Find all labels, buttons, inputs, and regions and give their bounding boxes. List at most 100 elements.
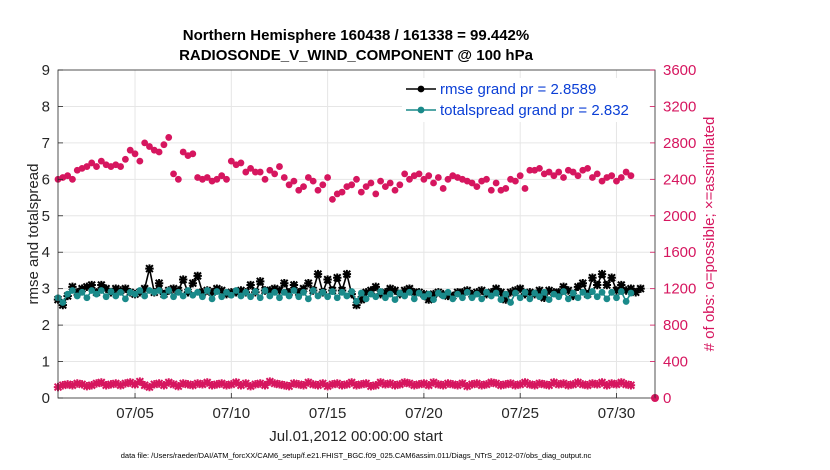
data-point bbox=[617, 378, 626, 387]
data-point bbox=[251, 288, 259, 295]
data-point bbox=[140, 284, 149, 293]
data-point bbox=[386, 179, 394, 187]
data-point bbox=[337, 381, 347, 390]
data-point bbox=[584, 292, 591, 300]
data-point bbox=[275, 286, 284, 295]
data-point bbox=[106, 380, 116, 389]
data-point bbox=[458, 288, 467, 297]
data-point bbox=[63, 380, 72, 389]
data-point bbox=[477, 286, 486, 295]
chart-title: Northern Hemisphere 160438 / 161338 = 99… bbox=[183, 27, 529, 44]
data-point bbox=[478, 295, 486, 303]
data-point bbox=[77, 380, 87, 389]
data-point bbox=[207, 381, 217, 390]
data-point bbox=[381, 288, 390, 297]
data-point bbox=[366, 381, 376, 391]
data-point bbox=[59, 299, 67, 306]
data-point bbox=[593, 293, 601, 301]
data-point bbox=[203, 174, 211, 181]
data-point bbox=[313, 269, 323, 279]
data-point bbox=[353, 298, 360, 305]
data-point bbox=[410, 381, 419, 390]
data-point bbox=[256, 168, 264, 176]
data-point bbox=[376, 378, 385, 387]
y-tick-label: 6 bbox=[42, 171, 50, 188]
data-point bbox=[189, 150, 197, 158]
data-point bbox=[165, 134, 173, 141]
data-point bbox=[170, 293, 177, 301]
series-2 bbox=[54, 134, 635, 203]
data-point bbox=[179, 292, 187, 300]
data-point bbox=[309, 287, 317, 294]
data-point bbox=[483, 288, 490, 296]
data-point bbox=[617, 288, 625, 295]
data-point bbox=[217, 286, 226, 295]
data-point bbox=[270, 379, 279, 388]
data-point bbox=[260, 381, 270, 390]
data-point bbox=[280, 288, 288, 296]
data-point bbox=[154, 279, 164, 288]
data-point bbox=[242, 168, 250, 176]
data-point bbox=[583, 381, 592, 390]
data-point bbox=[64, 172, 72, 180]
data-point bbox=[73, 292, 81, 300]
data-point bbox=[487, 378, 496, 387]
y2-tick-label: 1200 bbox=[663, 281, 696, 298]
data-point bbox=[333, 379, 342, 388]
plot-frame bbox=[57, 69, 656, 399]
data-point bbox=[117, 163, 124, 170]
data-point bbox=[602, 381, 612, 390]
data-point bbox=[131, 290, 139, 298]
data-point bbox=[424, 381, 433, 390]
data-point bbox=[111, 284, 120, 293]
data-point bbox=[391, 296, 399, 303]
data-point bbox=[357, 380, 366, 389]
data-point bbox=[155, 287, 163, 294]
data-point bbox=[188, 279, 198, 288]
data-point bbox=[502, 290, 510, 298]
data-point bbox=[290, 287, 298, 294]
data-point bbox=[280, 174, 288, 181]
data-point bbox=[170, 170, 177, 178]
series-3 bbox=[53, 377, 636, 392]
data-point bbox=[511, 177, 519, 185]
data-point bbox=[612, 380, 621, 389]
data-point bbox=[102, 293, 110, 301]
data-point bbox=[300, 288, 307, 296]
data-point bbox=[357, 295, 366, 304]
data-point bbox=[280, 279, 289, 288]
x-tick-label: 07/20 bbox=[405, 405, 443, 422]
data-point bbox=[68, 282, 77, 292]
data-point bbox=[357, 188, 365, 196]
data-point bbox=[199, 293, 206, 301]
y2-tick-label: 2800 bbox=[663, 135, 696, 152]
data-point bbox=[212, 380, 222, 389]
data-point bbox=[430, 179, 437, 187]
data-point bbox=[88, 159, 96, 167]
data-point bbox=[193, 379, 202, 388]
data-point bbox=[232, 287, 240, 294]
data-point bbox=[386, 284, 395, 293]
data-point bbox=[145, 382, 154, 392]
data-point bbox=[241, 379, 250, 388]
data-point bbox=[111, 379, 120, 388]
data-point bbox=[251, 168, 259, 176]
data-point bbox=[174, 288, 182, 296]
data-point bbox=[588, 273, 597, 282]
data-point bbox=[324, 293, 332, 301]
data-point bbox=[501, 295, 510, 304]
data-point bbox=[386, 379, 395, 388]
data-point bbox=[511, 289, 519, 297]
data-point bbox=[593, 280, 602, 290]
data-point bbox=[410, 288, 419, 297]
series-1 bbox=[54, 287, 635, 306]
data-point bbox=[218, 293, 226, 301]
data-point bbox=[82, 282, 92, 292]
data-point bbox=[535, 379, 544, 388]
data-point bbox=[299, 284, 308, 293]
data-point bbox=[607, 273, 616, 282]
data-point bbox=[223, 175, 230, 183]
legend-box bbox=[402, 78, 649, 122]
data-point bbox=[560, 174, 567, 181]
data-point bbox=[406, 175, 413, 183]
